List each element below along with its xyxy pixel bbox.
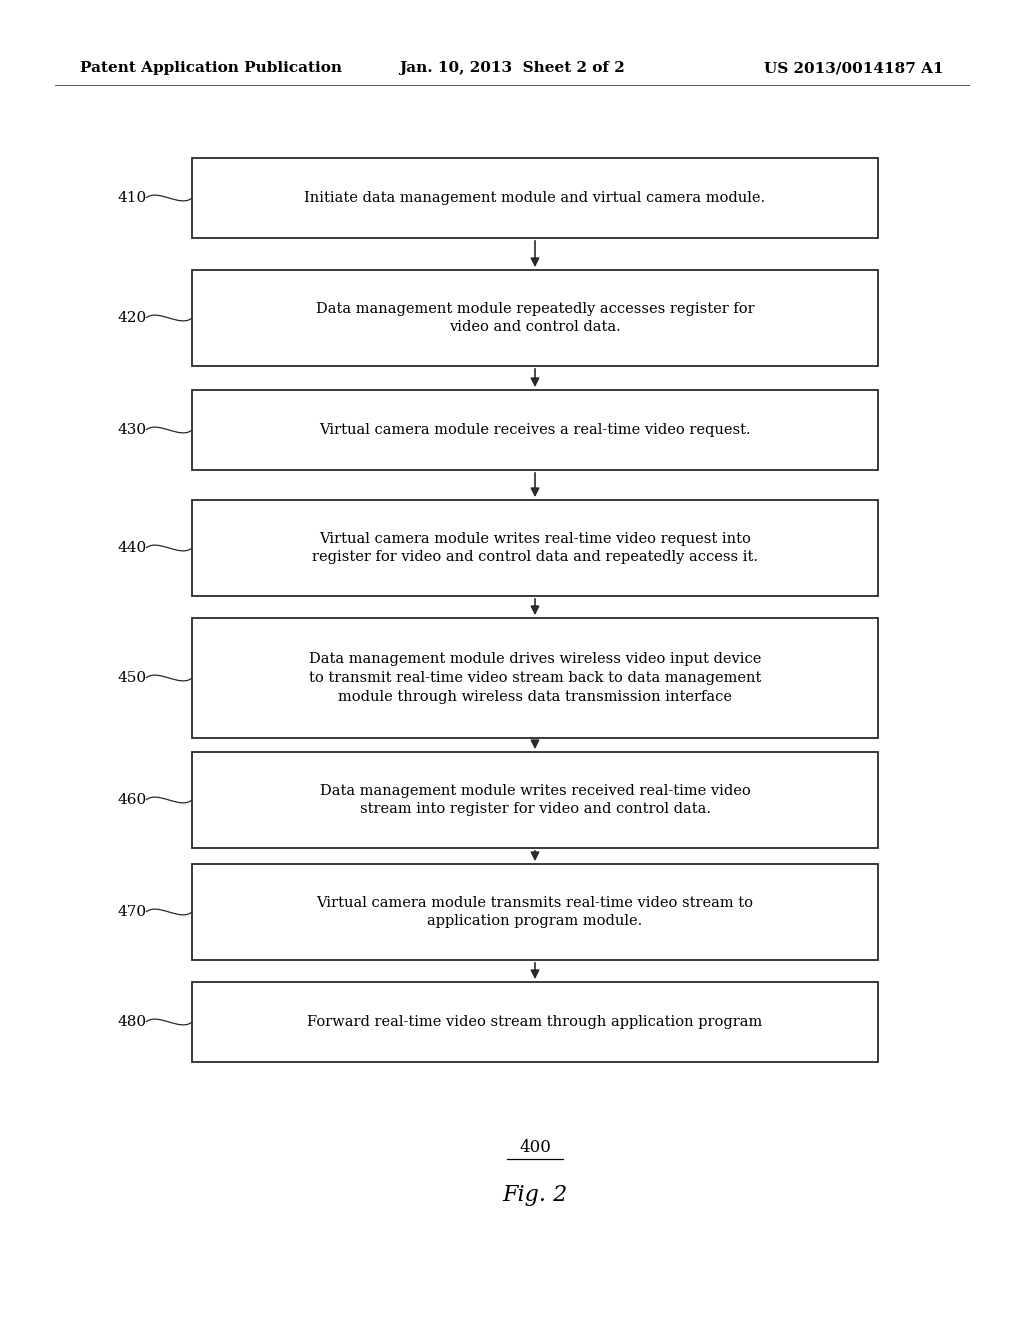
Text: 430: 430 (118, 422, 147, 437)
Text: 420: 420 (118, 312, 147, 325)
Bar (193, 158, 878, 238)
Bar (193, 389, 878, 470)
Text: Virtual camera module writes real-time video request into
register for video and: Virtual camera module writes real-time v… (312, 532, 758, 565)
Text: Forward real-time video stream through application program: Forward real-time video stream through a… (307, 1015, 763, 1030)
Text: Virtual camera module receives a real-time video request.: Virtual camera module receives a real-ti… (319, 422, 751, 437)
Text: 450: 450 (118, 671, 147, 685)
Text: Virtual camera module transmits real-time video stream to
application program mo: Virtual camera module transmits real-tim… (316, 895, 754, 928)
Text: 440: 440 (118, 541, 147, 554)
Text: 480: 480 (118, 1015, 147, 1030)
Text: Data management module repeatedly accesses register for
video and control data.: Data management module repeatedly access… (315, 301, 755, 334)
Text: 400: 400 (519, 1139, 551, 1156)
Bar (193, 752, 878, 847)
Text: US 2013/0014187 A1: US 2013/0014187 A1 (764, 61, 944, 75)
Text: Jan. 10, 2013  Sheet 2 of 2: Jan. 10, 2013 Sheet 2 of 2 (399, 61, 625, 75)
Text: 410: 410 (118, 191, 147, 205)
Bar (193, 865, 878, 960)
Text: Data management module drives wireless video input device
to transmit real-time : Data management module drives wireless v… (309, 652, 761, 704)
Text: Fig. 2: Fig. 2 (503, 1184, 567, 1206)
Text: Patent Application Publication: Patent Application Publication (80, 61, 342, 75)
Text: Data management module writes received real-time video
stream into register for : Data management module writes received r… (319, 784, 751, 817)
Bar (193, 618, 878, 738)
Bar (193, 271, 878, 366)
Text: 470: 470 (118, 906, 147, 919)
Bar (193, 982, 878, 1063)
Bar (193, 500, 878, 597)
Text: Initiate data management module and virtual camera module.: Initiate data management module and virt… (304, 191, 766, 205)
Text: 460: 460 (118, 793, 147, 807)
